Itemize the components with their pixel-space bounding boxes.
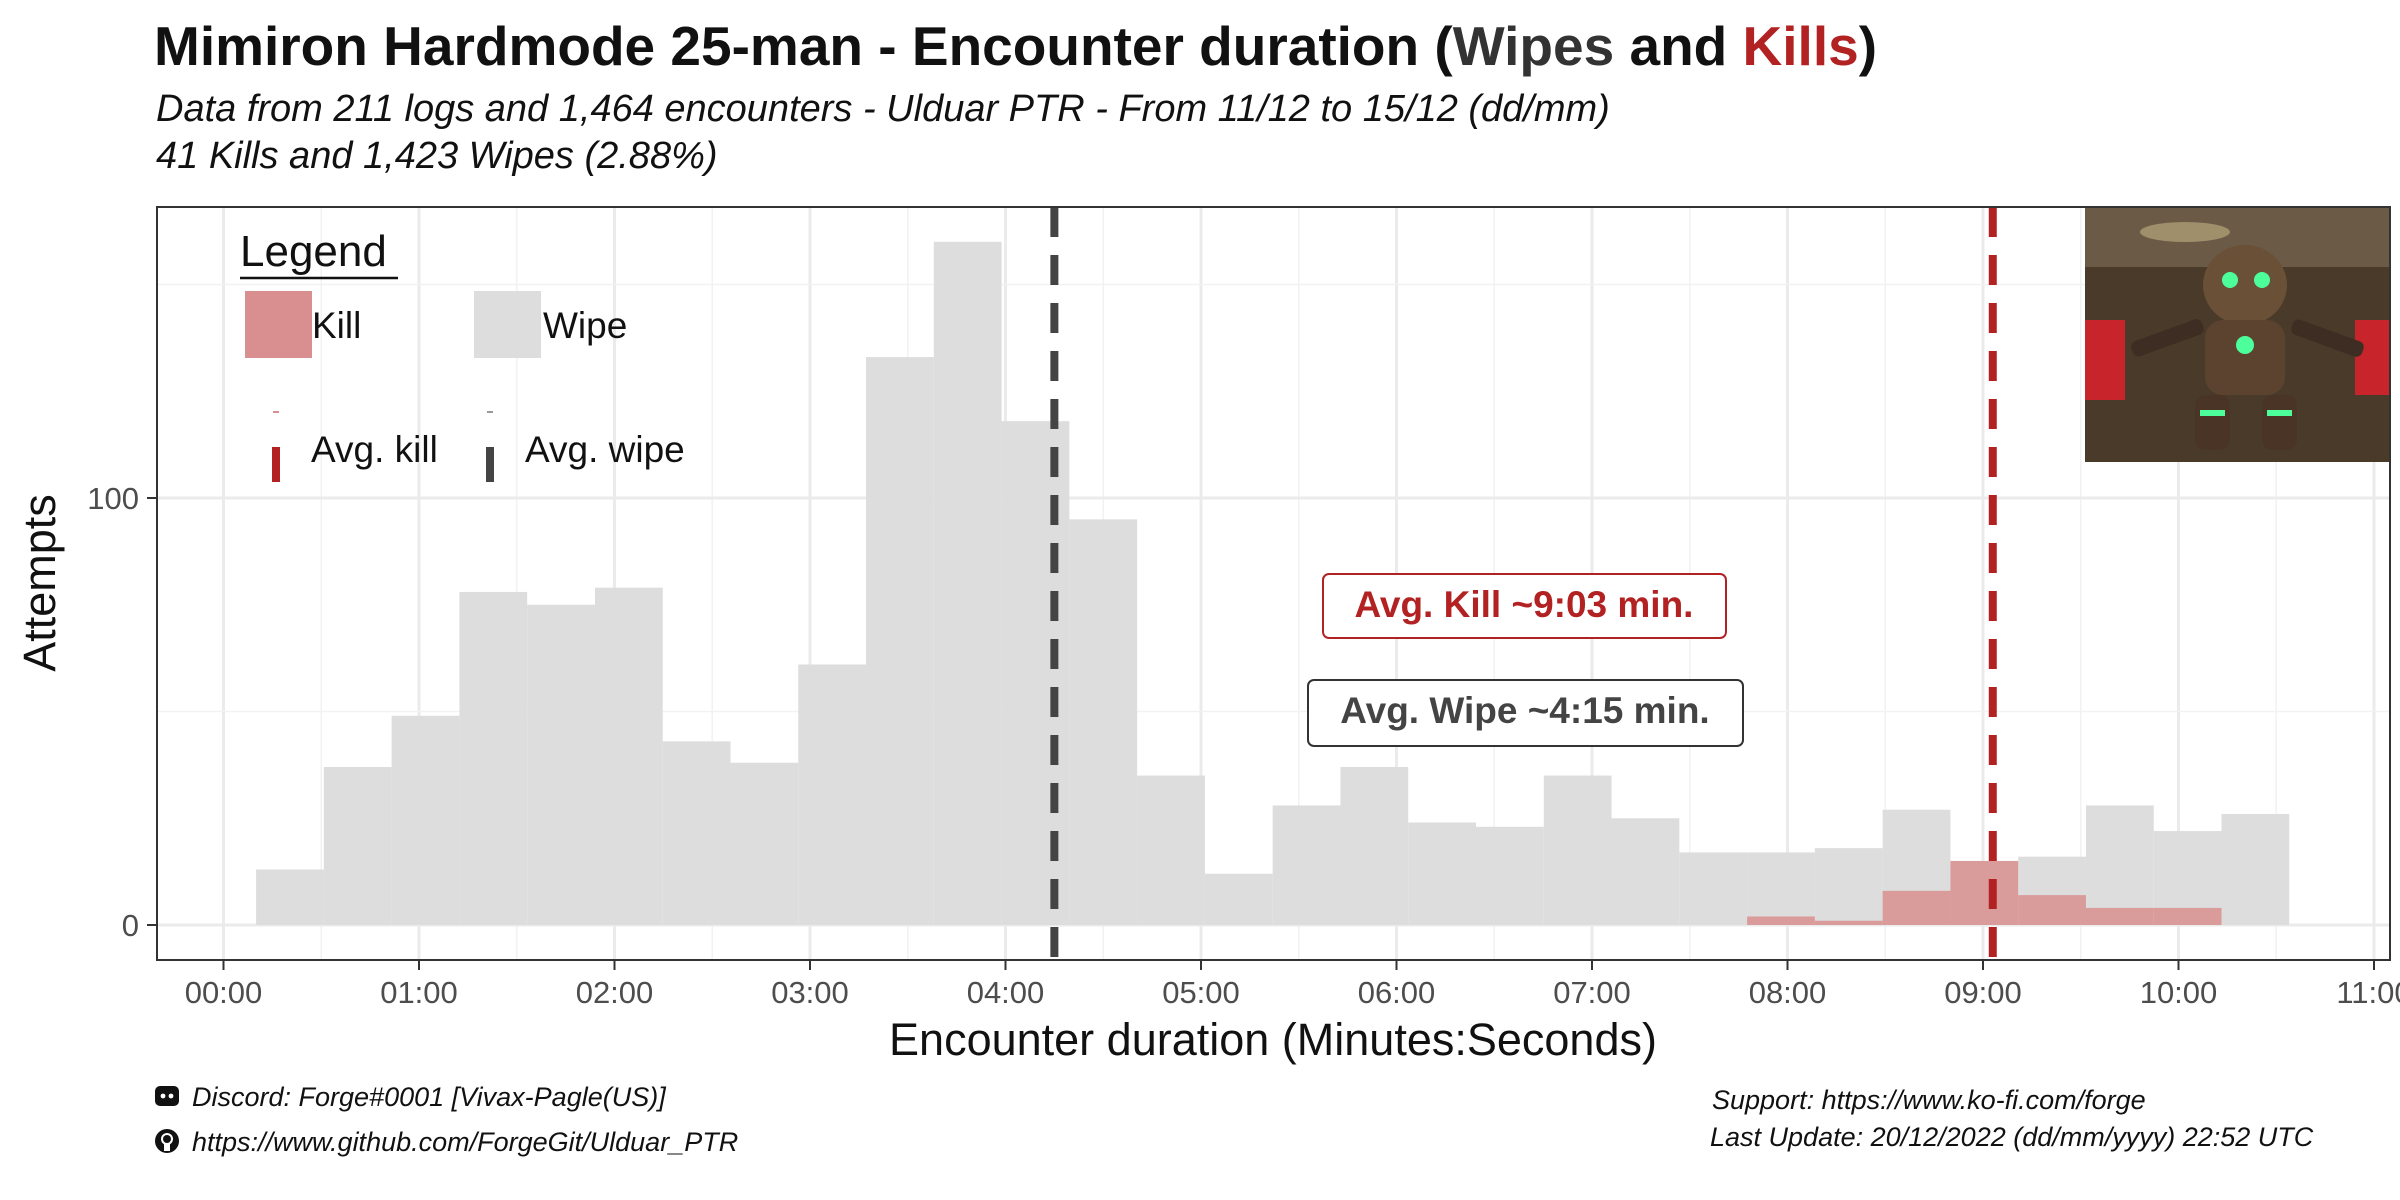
wipe-bar (256, 869, 324, 925)
footer-github-link[interactable]: https://www.github.com/ForgeGit/Ulduar_P… (192, 1127, 739, 1157)
x-tick-label: 04:00 (967, 975, 1045, 1010)
kill-bar (1814, 920, 1883, 925)
avg-kill-annotation: Avg. Kill ~9:03 min. (1322, 573, 1727, 639)
legend-avg-wipe-label: Avg. wipe (525, 429, 685, 470)
wipe-bar (2085, 805, 2154, 925)
chart-subtitle-line2: 41 Kills and 1,423 Wipes (2.88%) (156, 135, 718, 177)
wipe-bar (866, 357, 934, 926)
footer-discord-text: Discord: Forge#0001 [Vivax-Pagle(US)] (192, 1082, 666, 1112)
x-tick-label: 02:00 (576, 975, 654, 1010)
wipe-bar (730, 762, 799, 925)
legend-avg-kill-label: Avg. kill (311, 429, 438, 470)
wipe-bar (1814, 848, 1883, 925)
title-wipes-word: Wipes (1452, 15, 1615, 77)
discord-icon (155, 1086, 179, 1106)
legend-wipe-swatch (474, 291, 541, 358)
x-axis-title: Encounter duration (Minutes:Seconds) (889, 1014, 1657, 1065)
wipe-bar (1747, 852, 1815, 925)
wipe-bar (391, 715, 460, 925)
x-tick-label: 10:00 (2140, 975, 2218, 1010)
legend-title: Legend (240, 227, 387, 276)
wipe-bar (1543, 775, 1612, 925)
wipe-bar (1001, 421, 1070, 925)
boss-portrait-image (2085, 207, 2390, 462)
y-tick-label: 0 (122, 908, 139, 943)
kill-bar (1747, 916, 1815, 925)
wipe-bar (1137, 775, 1205, 925)
legend-kill-label: Kill (312, 305, 361, 346)
avg-wipe-annotation-text: Avg. Wipe ~4:15 min. (1340, 690, 1709, 731)
wipe-bar (1204, 873, 1273, 925)
wipe-bar (2221, 813, 2290, 925)
y-axis: 0 100 (87, 481, 157, 943)
wipe-bar (798, 664, 867, 925)
wipe-bar (1476, 826, 1544, 925)
wipe-bar (662, 741, 731, 925)
x-tick-label: 11:00 (2336, 975, 2400, 1010)
y-axis-title: Attempts (14, 494, 65, 672)
footer-support-text: Support: https://www.ko-fi.com/forge (1712, 1085, 2146, 1115)
x-axis: 00:00 01:00 02:00 03:00 04:00 05:00 06:00 07:00… (185, 960, 2400, 1010)
x-tick-label: 05:00 (1162, 975, 1240, 1010)
kill-bar (1950, 860, 2019, 925)
wipe-bar (1069, 519, 1138, 925)
y-tick-label: 100 (87, 481, 139, 516)
wipe-bar (594, 587, 663, 925)
title-kills-word: Kills (1742, 15, 1859, 77)
x-tick-label: 01:00 (380, 975, 458, 1010)
wipe-bar (527, 604, 595, 925)
wipe-bar (323, 767, 392, 925)
kill-bars (1747, 860, 2222, 925)
wipe-bar (1340, 767, 1409, 925)
wipe-bar (1611, 818, 1680, 925)
avg-kill-annotation-text: Avg. Kill ~9:03 min. (1355, 584, 1694, 625)
x-tick-label: 08:00 (1749, 975, 1827, 1010)
x-tick-label: 00:00 (185, 975, 263, 1010)
wipe-bar (1408, 822, 1477, 925)
chart-title: Mimiron Hardmode 25-man - Encounter dura… (154, 15, 1878, 77)
x-tick-label: 03:00 (771, 975, 849, 1010)
kill-bar (2018, 895, 2086, 925)
kill-bar (2153, 907, 2222, 925)
x-tick-label: 09:00 (1944, 975, 2022, 1010)
footer-last-update: Last Update: 20/12/2022 (dd/mm/yyyy) 22:… (1710, 1122, 2314, 1152)
wipe-bar (459, 591, 528, 925)
wipe-bar (1272, 805, 1341, 925)
legend-wipe-label: Wipe (543, 305, 627, 346)
legend-kill-swatch (245, 291, 312, 358)
legend: Legend Kill Wipe Avg. kill Avg. wipe (240, 227, 685, 482)
wipe-bar (1679, 852, 1748, 925)
average-lines (1050, 207, 1997, 960)
x-tick-label: 06:00 (1358, 975, 1436, 1010)
github-icon (155, 1129, 179, 1153)
kill-bar (2085, 907, 2154, 925)
kill-bar (1882, 890, 1951, 925)
x-tick-label: 07:00 (1553, 975, 1631, 1010)
chart-subtitle-line1: Data from 211 logs and 1,464 encounters … (156, 88, 1610, 130)
wipe-bar (933, 241, 1002, 926)
avg-wipe-annotation: Avg. Wipe ~4:15 min. (1307, 679, 1744, 747)
wipe-bars (256, 241, 2290, 926)
